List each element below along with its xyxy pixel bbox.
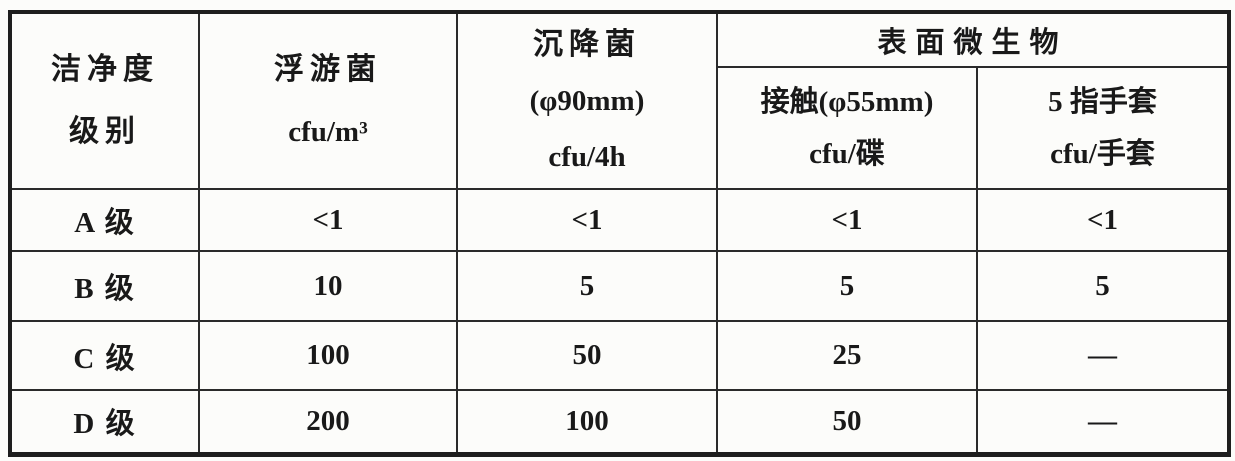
cell-a-contact: <1 bbox=[716, 188, 978, 252]
cell-b-airborne: 10 bbox=[198, 250, 458, 322]
header-cleanliness-level-line2: 级别 bbox=[69, 115, 141, 148]
cell-a-settling: <1 bbox=[456, 188, 718, 252]
cell-d-glove: — bbox=[975, 389, 1231, 455]
cell-b-contact: 5 bbox=[716, 250, 978, 322]
header-contact-unit: cfu/碟 bbox=[809, 138, 885, 170]
table-row-grade-d: D 级 200 100 50 — bbox=[9, 389, 1231, 455]
header-cleanliness-level: 洁净度 级别 bbox=[9, 11, 200, 190]
header-settling-name: 沉降菌 bbox=[533, 28, 641, 61]
table-row-grade-a: A 级 <1 <1 <1 <1 bbox=[9, 188, 1231, 252]
header-glove-name: 5 指手套 bbox=[1048, 86, 1157, 118]
cell-a-glove: <1 bbox=[975, 188, 1231, 252]
cell-d-settling: 100 bbox=[456, 389, 718, 455]
header-five-finger-glove: 5 指手套 cfu/手套 bbox=[975, 66, 1231, 190]
row-label-grade-a: A 级 bbox=[9, 188, 200, 252]
header-settling-bacteria: 沉降菌 (φ90mm) cfu/4h bbox=[456, 11, 718, 190]
cell-d-airborne: 200 bbox=[198, 389, 458, 455]
cell-d-contact: 50 bbox=[716, 389, 978, 455]
header-airborne-unit: cfu/m³ bbox=[288, 116, 368, 148]
header-glove-unit: cfu/手套 bbox=[1050, 138, 1155, 170]
header-surface-microbes: 表面微生物 bbox=[715, 11, 1231, 68]
cell-c-contact: 25 bbox=[716, 320, 978, 391]
header-airborne-name: 浮游菌 bbox=[274, 53, 382, 86]
header-contact-plate: 接触(φ55mm) cfu/碟 bbox=[716, 66, 978, 190]
header-row-sub: 接触(φ55mm) cfu/碟 5 指手套 cfu/手套 bbox=[10, 66, 1231, 190]
cell-c-airborne: 100 bbox=[198, 320, 458, 391]
header-airborne-bacteria: 浮游菌 cfu/m³ bbox=[198, 11, 458, 190]
cell-c-glove: — bbox=[975, 320, 1231, 391]
header-row-top: 洁净度 级别 浮游菌 cfu/m³ 沉降菌 (φ90mm) cfu/4h 表面微… bbox=[9, 11, 1231, 190]
header-settling-unit: cfu/4h bbox=[548, 141, 626, 173]
header-contact-name: 接触(φ55mm) bbox=[760, 86, 934, 118]
row-label-grade-d: D 级 bbox=[9, 389, 200, 455]
row-label-grade-c: C 级 bbox=[9, 320, 200, 391]
cleanroom-microbial-limits-table: 洁净度 级别 浮游菌 cfu/m³ 沉降菌 (φ90mm) cfu/4h 表面微… bbox=[8, 10, 1232, 457]
table-row-grade-c: C 级 100 50 25 — bbox=[9, 320, 1231, 391]
row-label-grade-b: B 级 bbox=[9, 250, 200, 322]
cell-b-settling: 5 bbox=[456, 250, 718, 322]
header-cleanliness-level-line1: 洁净度 bbox=[51, 53, 159, 86]
cell-c-settling: 50 bbox=[456, 320, 718, 391]
cell-b-glove: 5 bbox=[975, 250, 1231, 322]
cell-a-airborne: <1 bbox=[198, 188, 458, 252]
header-settling-plate-size: (φ90mm) bbox=[529, 85, 645, 117]
table-row-grade-b: B 级 10 5 5 5 bbox=[9, 250, 1231, 322]
